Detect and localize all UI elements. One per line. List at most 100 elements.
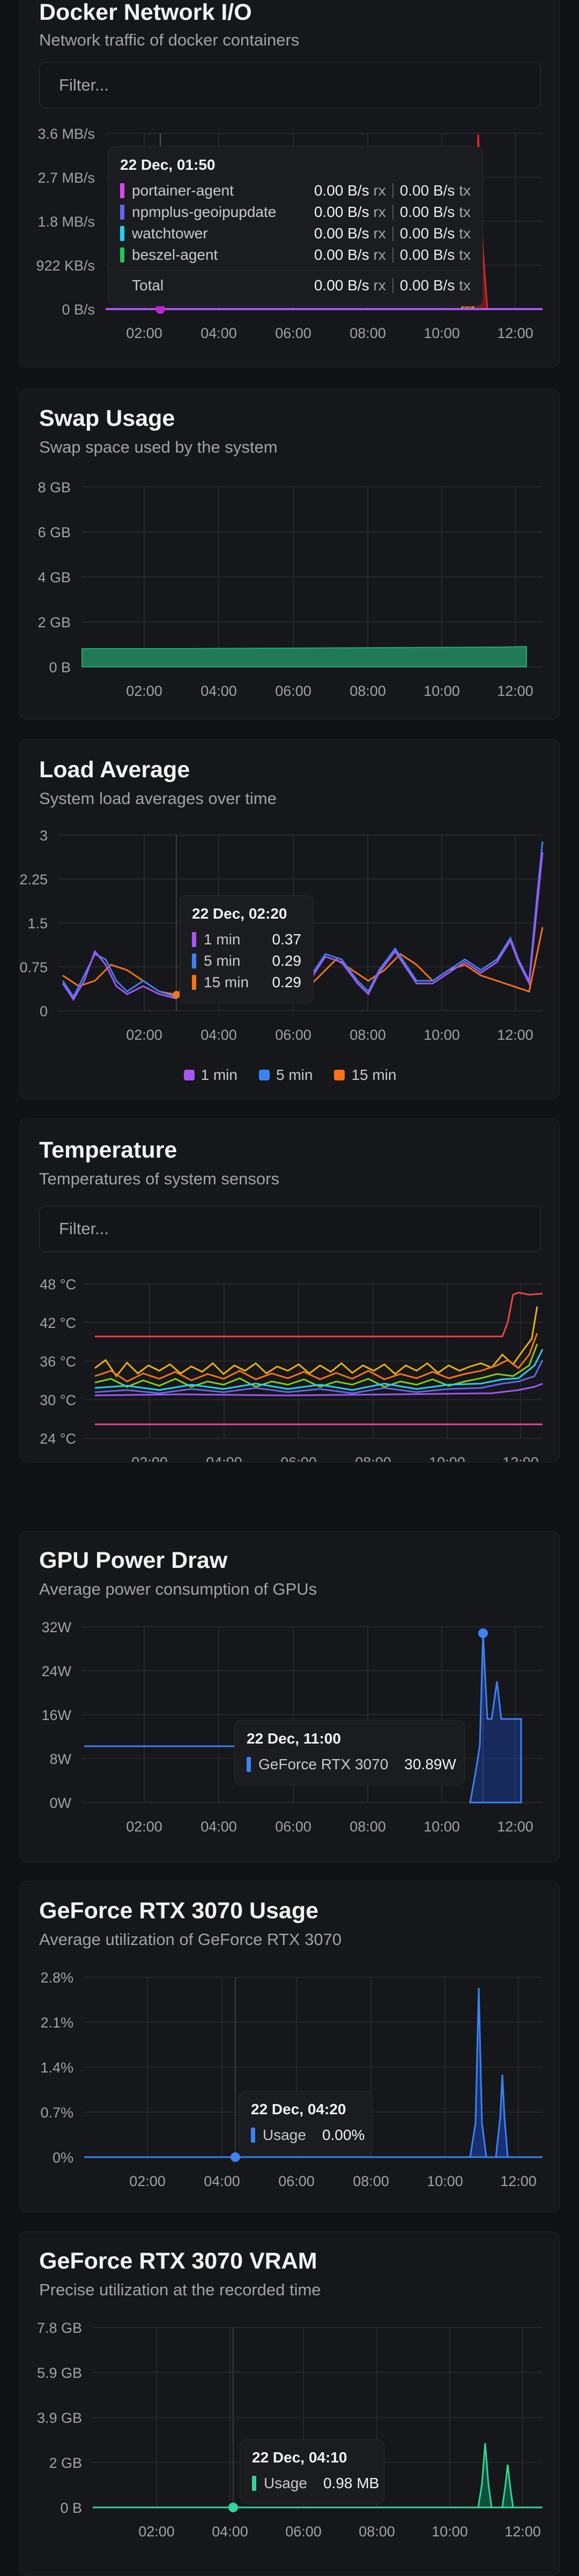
x-tick: 04:00 bbox=[204, 2173, 240, 2189]
hover-point bbox=[478, 1628, 488, 1638]
divider bbox=[392, 205, 394, 220]
tooltip-time: 22 Dec, 01:50 bbox=[120, 156, 216, 173]
series-name: GeForce RTX 3070 bbox=[258, 1756, 389, 1773]
tooltip-time: 22 Dec, 04:20 bbox=[251, 2101, 346, 2117]
y-tick: 42 °C bbox=[40, 1315, 76, 1331]
y-tick: 30 °C bbox=[40, 1392, 76, 1408]
y-tick: 24W bbox=[41, 1663, 71, 1679]
y-tick: 4 GB bbox=[38, 569, 71, 585]
card-subtitle: Temperatures of system sensors bbox=[39, 1169, 279, 1188]
series-swatch bbox=[192, 953, 196, 968]
y-tick: 2 GB bbox=[49, 2455, 82, 2471]
y-tick: 2.7 MB/s bbox=[38, 170, 95, 186]
x-tick: 10:00 bbox=[424, 1819, 460, 1835]
x-tick: 06:00 bbox=[285, 2524, 322, 2540]
y-tick: 36 °C bbox=[40, 1354, 76, 1370]
series-swatch bbox=[192, 975, 196, 990]
filter-input[interactable] bbox=[39, 1206, 541, 1252]
rx-value: 0.00 B/s bbox=[314, 204, 369, 220]
x-tick: 04:00 bbox=[206, 1454, 242, 1462]
swap-area bbox=[81, 645, 527, 667]
y-tick: 0 bbox=[40, 1003, 48, 1019]
total-label: Total bbox=[132, 277, 164, 294]
hover-point bbox=[173, 991, 180, 998]
x-tick: 06:00 bbox=[275, 325, 311, 341]
x-tick: 02:00 bbox=[129, 2173, 166, 2189]
x-tick: 06:00 bbox=[278, 2173, 315, 2189]
x-tick: 10:00 bbox=[432, 2524, 468, 2540]
series-name: 1 min bbox=[204, 931, 241, 948]
rx-value: 0.00 B/s bbox=[314, 225, 369, 242]
legend-label: 1 min bbox=[201, 1067, 237, 1083]
y-tick: 0 B bbox=[49, 659, 71, 675]
y-tick: 3 bbox=[40, 828, 48, 844]
y-tick: 1.5 bbox=[27, 915, 48, 932]
chart-legend: 1 min 5 min 15 min bbox=[20, 1067, 559, 1084]
y-tick: 5.9 GB bbox=[37, 2365, 82, 2381]
y-axis: 3 2.25 1.5 0.75 0 bbox=[20, 828, 48, 1019]
x-tick: 02:00 bbox=[126, 1819, 162, 1835]
legend-item-15min[interactable]: 15 min bbox=[334, 1067, 396, 1084]
legend-swatch bbox=[334, 1070, 345, 1080]
x-tick: 08:00 bbox=[355, 1454, 391, 1462]
y-axis: 7.8 GB 5.9 GB 3.9 GB 2 GB 0 B bbox=[37, 2320, 82, 2516]
x-tick: 02:00 bbox=[131, 1454, 168, 1462]
y-tick: 2 GB bbox=[38, 614, 71, 630]
tooltip-time: 22 Dec, 04:10 bbox=[252, 2449, 347, 2466]
legend-item-5min[interactable]: 5 min bbox=[258, 1067, 313, 1084]
divider bbox=[392, 247, 394, 262]
x-tick: 02:00 bbox=[126, 1027, 162, 1043]
x-tick: 06:00 bbox=[275, 1819, 311, 1835]
x-tick: 12:00 bbox=[504, 2524, 541, 2540]
x-axis: 02:00 04:00 06:00 08:00 10:00 12:00 bbox=[126, 1819, 533, 1835]
series-area bbox=[469, 1633, 522, 1804]
tooltip-time: 22 Dec, 02:20 bbox=[192, 905, 287, 922]
x-tick: 12:00 bbox=[500, 2173, 537, 2189]
card-subtitle: Precise utilization at the recorded time bbox=[39, 2280, 321, 2299]
y-tick: 0 B/s bbox=[62, 302, 95, 318]
gpu-usage-card: GeForce RTX 3070 Usage Average utilizati… bbox=[19, 1881, 560, 2212]
x-axis: 02:00 04:00 06:00 08:00 10:00 12:00 bbox=[126, 1027, 533, 1043]
x-tick: 02:00 bbox=[126, 683, 162, 699]
filter-input[interactable] bbox=[39, 62, 541, 108]
card-subtitle: Network traffic of docker containers bbox=[39, 31, 300, 49]
x-tick: 08:00 bbox=[350, 1027, 386, 1043]
y-tick: 1.4% bbox=[40, 2060, 73, 2076]
x-tick: 10:00 bbox=[427, 2173, 463, 2189]
y-tick: 0% bbox=[53, 2150, 73, 2166]
gpu-usage-chart: 2.8% 2.1% 1.4% 0.7% 0% 02:00 04:00 06:00… bbox=[40, 1970, 543, 2189]
x-axis: 02:00 04:00 06:00 08:00 10:00 12:00 bbox=[138, 2524, 541, 2540]
x-tick: 08:00 bbox=[359, 2524, 395, 2540]
series-line bbox=[94, 1360, 544, 1394]
y-tick: 32W bbox=[41, 1619, 71, 1635]
x-axis: 02:00 04:00 06:00 08:00 10:00 12:00 bbox=[131, 1454, 539, 1462]
x-tick: 06:00 bbox=[275, 683, 311, 699]
divider bbox=[392, 278, 394, 293]
y-tick: 2.8% bbox=[40, 1970, 73, 1986]
legend-item-1min[interactable]: 1 min bbox=[183, 1067, 237, 1084]
gpu-vram-card: GeForce RTX 3070 VRAM Precise utilizatio… bbox=[19, 2232, 560, 2576]
y-tick: 8W bbox=[50, 1751, 72, 1767]
card-title: Swap Usage bbox=[39, 405, 175, 431]
tx-value: 0.00 B/s bbox=[399, 204, 455, 220]
series-line bbox=[94, 1349, 544, 1391]
rx-unit: rx bbox=[373, 204, 386, 220]
x-tick: 10:00 bbox=[424, 1027, 460, 1043]
series-value: 0.37 bbox=[272, 931, 302, 948]
card-subtitle: System load averages over time bbox=[39, 789, 277, 808]
gpu-vram-chart: 7.8 GB 5.9 GB 3.9 GB 2 GB 0 B 02:00 04:0… bbox=[37, 2320, 543, 2540]
tx-unit: tx bbox=[459, 277, 471, 294]
rx-value: 0.00 B/s bbox=[314, 182, 369, 199]
swap-chart: 8 GB 6 GB 4 GB 2 GB 0 B 02:00 04:00 06:0… bbox=[38, 479, 543, 699]
swap-usage-card: Swap Usage Swap space used by the system… bbox=[19, 389, 560, 720]
x-tick: 02:00 bbox=[138, 2524, 175, 2540]
legend-swatch bbox=[258, 1070, 270, 1080]
y-tick: 8 GB bbox=[38, 479, 71, 495]
series-swatch bbox=[192, 932, 196, 947]
gpu-power-tooltip: 22 Dec, 11:00 GeForce RTX 3070 30.89W bbox=[234, 1720, 465, 1785]
y-axis: 32W 24W 16W 8W 0W bbox=[41, 1619, 71, 1811]
gpu-power-card: GPU Power Draw Average power consumption… bbox=[19, 1531, 560, 1862]
series-name: watchtower bbox=[132, 225, 208, 242]
y-tick: 922 KB/s bbox=[36, 258, 95, 274]
card-subtitle: Swap space used by the system bbox=[39, 438, 278, 456]
